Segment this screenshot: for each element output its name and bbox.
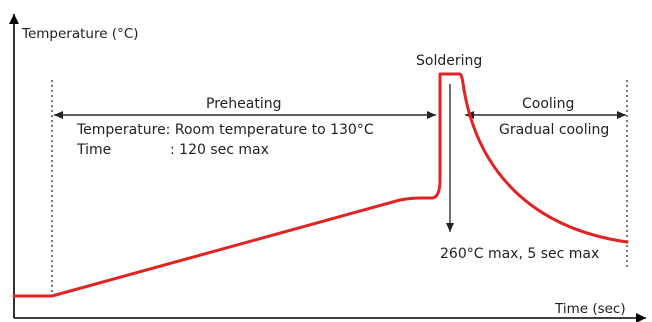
x-axis-label: Time (sec) [554, 301, 626, 317]
temperature-profile-curve [12, 72, 629, 298]
preheating-temperature-text: Temperature: Room temperature to 130°C [76, 122, 374, 138]
preheating-time-label: Time [76, 142, 111, 158]
preheating-label: Preheating [206, 96, 281, 112]
soldering-label: Soldering [416, 53, 482, 69]
y-axis-label: Temperature (°C) [21, 26, 139, 42]
cooling-description: Gradual cooling [499, 122, 609, 138]
preheating-time-value: : 120 sec max [170, 142, 269, 158]
soldering-limit-text: 260°C max, 5 sec max [440, 246, 599, 262]
cooling-label: Cooling [522, 96, 574, 112]
